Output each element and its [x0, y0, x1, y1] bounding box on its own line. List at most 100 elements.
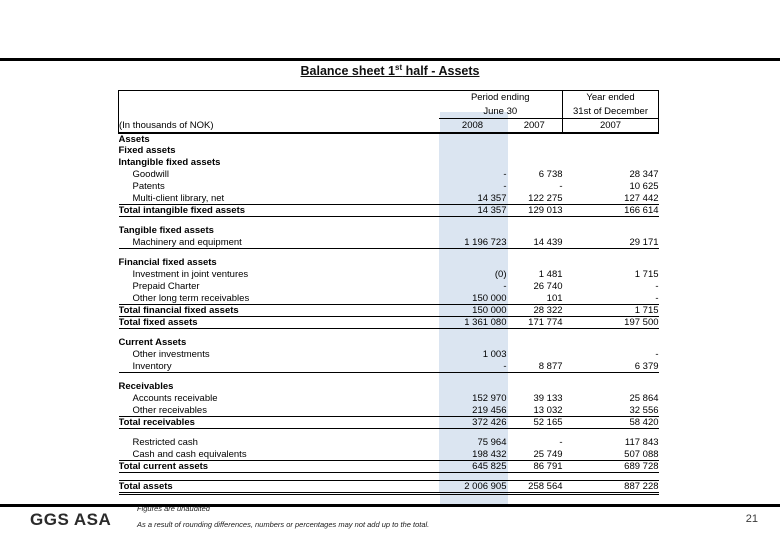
cell-2007-ye: 32 556: [562, 404, 659, 417]
spacer-row: [119, 372, 659, 381]
cell-2007-ye: 28 347: [629, 169, 659, 180]
cell-2007-ye: 887 228: [562, 480, 659, 495]
col-header-2008: 2008: [438, 118, 507, 134]
spacer-row: [119, 472, 659, 481]
row-label: Prepaid Charter: [132, 281, 200, 292]
table-row: Intangible fixed assets: [119, 156, 659, 169]
cell-2008: -: [438, 180, 507, 193]
header-year-row: (In thousands of NOK) 2008 2007 2007: [118, 118, 660, 134]
cell-2007-ye: [563, 225, 659, 237]
header-spacer: [118, 104, 439, 119]
row-label: [119, 473, 439, 481]
cell-2008: [438, 472, 507, 481]
table-row: Multi-client library, net 14 357 122 275 12…: [119, 192, 659, 205]
cell-2008: 645 825: [438, 460, 507, 473]
cell-2007-ye: 10 625: [629, 181, 659, 192]
cell-2008: 198 432: [438, 448, 507, 461]
cell-2008: [438, 248, 507, 257]
table-row: Current Assets: [118, 336, 659, 349]
row-label: [119, 373, 439, 381]
cell-2007-h1: 129 013: [506, 204, 563, 217]
cell-2008: 2 006 905: [438, 480, 507, 495]
row-label: Goodwill: [132, 169, 169, 180]
cell-2007-h1: 25 749: [506, 448, 563, 461]
col-group-period-ending: Period ending: [438, 90, 563, 105]
row-label: Total assets: [118, 480, 439, 495]
row-label: Assets: [118, 133, 150, 145]
table-row: Financial fixed assets: [118, 256, 659, 269]
header-group-row-1: Period ending Year ended: [118, 90, 660, 105]
top-divider-rule: [0, 58, 780, 61]
cell-2007-h1: [507, 157, 563, 169]
row-label: Total financial fixed assets: [118, 304, 439, 317]
cell-2007-ye: [563, 329, 659, 337]
table-row: Cash and cash equivalents 198 432 25 749 50…: [119, 448, 659, 461]
cell-2007-h1: 14 439: [506, 236, 563, 249]
table-row: Assets: [118, 132, 659, 145]
col-header-2007-ye: 2007: [562, 118, 660, 134]
cell-2007-ye: 1 715: [634, 269, 659, 280]
table-row: Patents - - 10 625: [119, 180, 659, 193]
cell-2008: [438, 336, 507, 349]
title-suffix: half - Assets: [402, 64, 480, 79]
header-spacer: [118, 90, 439, 105]
cell-2007-h1: 1 481: [538, 269, 563, 280]
cell-2008: 75 964: [438, 436, 507, 449]
table-row: Goodwill - 6 738 28 347: [119, 168, 659, 181]
table-row: Inventory -8 877 6 379: [118, 360, 659, 373]
table-header: Period ending Year ended June 30 31st of…: [118, 90, 660, 134]
cell-2007-ye: [563, 145, 659, 157]
cell-2007-h1: [507, 337, 563, 349]
spacer-row: [119, 216, 659, 225]
spacer-row: [119, 328, 659, 337]
unit-label: (In thousands of NOK): [118, 118, 439, 134]
cell-2007-ye: 507 088: [562, 448, 659, 461]
cell-2007-ye: [563, 429, 659, 437]
row-label: Other receivables: [132, 404, 207, 416]
table-row: Other long term receivables 150 000 101-: [119, 292, 659, 305]
cell-2007-ye: 689 728: [562, 460, 659, 473]
row-label: Total receivables: [118, 416, 439, 429]
table-row: Accounts receivable 152 970 39 133 25 864: [119, 392, 659, 405]
cell-2008: 1 003: [438, 348, 507, 361]
row-label: Other investments: [132, 349, 210, 360]
row-label: Restricted cash: [132, 437, 198, 448]
cell-2007-ye: -: [655, 281, 659, 292]
table-row: Fixed assets: [119, 144, 659, 157]
row-label: Total fixed assets: [118, 316, 439, 329]
table-row: Restricted cash 75 964 - 117 843: [119, 436, 659, 449]
cell-2007-ye: 6 379: [562, 360, 659, 373]
company-logo: GGS ASA: [30, 510, 112, 529]
cell-2007-h1: 171 774: [506, 316, 563, 329]
cell-2007-h1: 101: [506, 292, 563, 305]
cell-2007-h1: 13 032: [506, 404, 563, 417]
cell-2008: 152 970: [438, 392, 507, 405]
title-prefix: Balance sheet 1: [300, 64, 396, 79]
row-label: Cash and cash equivalents: [132, 448, 247, 460]
table-row: Machinery and equipment 1 196 723 14 439 29…: [118, 236, 659, 249]
cell-2007-h1: [507, 349, 563, 361]
col-group-year-ended: Year ended: [562, 90, 660, 105]
row-label: Current Assets: [118, 337, 187, 348]
row-label: Financial fixed assets: [118, 257, 217, 268]
cell-2007-ye: [563, 133, 659, 145]
title-superscript: st: [395, 63, 403, 72]
page-title: Balance sheet 1st half - Assets: [0, 63, 780, 78]
cell-2008: [438, 132, 507, 145]
cell-2008: -: [438, 280, 507, 293]
row-label: Machinery and equipment: [118, 236, 439, 249]
cell-2008: [438, 256, 507, 269]
col-header-2007-h1: 2007: [506, 118, 563, 134]
cell-2008: 14 357: [438, 192, 507, 205]
cell-2007-h1: 52 165: [506, 416, 563, 429]
cell-2007-h1: [507, 429, 563, 437]
cell-2007-h1: [507, 473, 563, 481]
cell-2007-h1: [507, 249, 563, 257]
row-label: Tangible fixed assets: [118, 225, 214, 236]
cell-2007-h1: [507, 257, 563, 269]
table-row: Tangible fixed assets: [118, 224, 659, 237]
cell-2007-h1: [507, 373, 563, 381]
cell-2008: 150 000: [438, 304, 507, 317]
table-row: Total assets 2 006 905 258 564 887 228: [118, 480, 659, 495]
cell-2008: 150 000: [438, 292, 507, 305]
